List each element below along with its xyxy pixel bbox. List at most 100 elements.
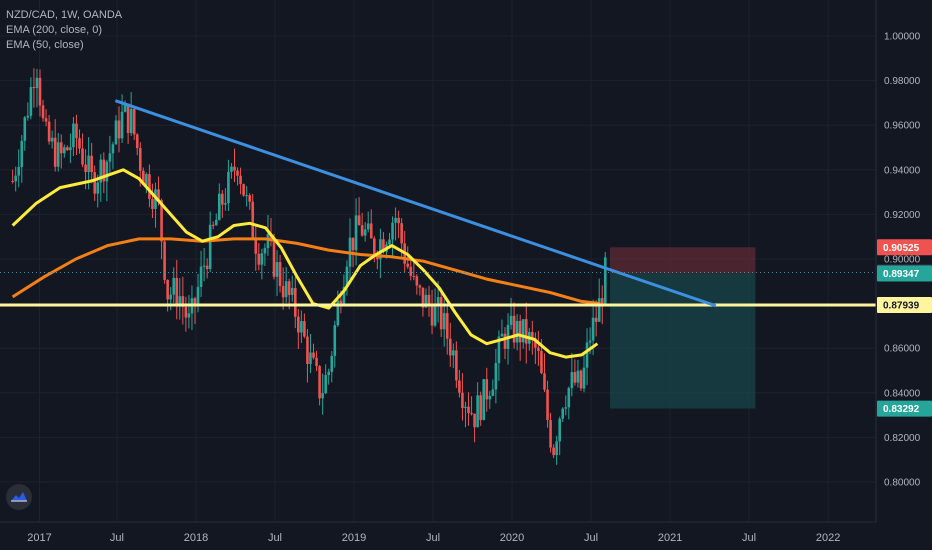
candle-body (585, 342, 589, 368)
candle-body (476, 395, 479, 428)
candle-body (178, 296, 182, 306)
candle-body (418, 285, 422, 288)
candle-body (257, 253, 261, 265)
candle-body (290, 287, 294, 295)
candle-body (272, 238, 276, 277)
candle-body (50, 137, 54, 142)
x-tick-label: 2022 (816, 532, 840, 544)
x-tick-label: 2020 (500, 532, 524, 544)
x-tick-label: Jul (426, 532, 440, 544)
candle-body (415, 276, 419, 286)
y-tick-label: 1.00000 (884, 32, 921, 43)
candle-body (199, 266, 203, 287)
candle-body (224, 203, 227, 205)
svg-text:0.83292: 0.83292 (883, 404, 920, 415)
candle-body (275, 262, 279, 277)
candle-body (175, 277, 179, 306)
candle-body (482, 379, 486, 420)
candle-body (157, 189, 160, 201)
candle-body (99, 159, 103, 183)
x-tick-label: 2018 (184, 532, 208, 544)
chart-legend: NZD/CAD, 1W, OANDA EMA (200, close, 0) E… (6, 8, 122, 53)
ema200-legend[interactable]: EMA (200, close, 0) (6, 24, 102, 36)
candle-body (32, 87, 36, 89)
y-tick-label: 0.80000 (884, 478, 921, 489)
candle-body (63, 147, 66, 154)
candle-body (248, 195, 251, 202)
candle-body (151, 198, 154, 209)
candle-body (129, 108, 133, 134)
candle-body (66, 147, 69, 151)
x-tick-label: 2021 (658, 532, 682, 544)
candle-body (303, 321, 306, 337)
candle-body (208, 224, 212, 269)
candle-body (373, 238, 376, 256)
candle-body (570, 372, 574, 389)
candle-body (412, 275, 416, 277)
y-tick-label: 0.82000 (884, 433, 921, 444)
candle-body (524, 319, 528, 344)
candle-body (218, 193, 221, 220)
candle-body (138, 148, 142, 171)
candle-body (193, 298, 197, 305)
tradingview-logo-icon[interactable] (6, 484, 32, 510)
candle-body (120, 111, 124, 139)
candle-body (521, 319, 525, 343)
candle-body (436, 297, 440, 304)
candle-body (87, 155, 90, 172)
candle-body (549, 420, 552, 448)
candle-body (166, 279, 169, 300)
candle-body (531, 332, 534, 339)
candle-body (512, 315, 516, 343)
candle-body (230, 166, 233, 172)
x-tick-label: Jul (584, 532, 598, 544)
svg-text:0.89347: 0.89347 (883, 269, 920, 280)
candle-body (582, 367, 586, 389)
candle-body (260, 253, 264, 265)
candle-body (461, 392, 464, 409)
candle-body (38, 77, 42, 106)
price-tag: 0.90525 (877, 239, 932, 256)
candle-body (233, 166, 236, 171)
candle-body (20, 140, 24, 168)
candle-body (354, 215, 358, 251)
candle-body (458, 380, 461, 393)
candle-body (169, 294, 172, 300)
candle-body (430, 305, 434, 326)
candle-body (388, 239, 391, 245)
candle-body (263, 248, 267, 254)
candle-body (427, 294, 431, 306)
candle-body (81, 148, 84, 165)
candle-body (318, 366, 321, 399)
ema50-legend[interactable]: EMA (50, close) (6, 39, 84, 51)
candle-body (59, 142, 63, 154)
candle-body (56, 142, 60, 167)
candle-body (29, 87, 33, 116)
candle-body (102, 159, 106, 182)
candle-body (47, 121, 51, 142)
candle-body (509, 315, 513, 325)
candle-body (111, 144, 115, 154)
candle-body (369, 223, 373, 239)
price-tag: 0.89347 (877, 265, 932, 282)
candle-body (558, 418, 561, 442)
candle-body (239, 175, 242, 185)
candle-body (23, 117, 27, 141)
candle-body (464, 406, 467, 409)
y-tick-label: 0.86000 (884, 344, 921, 355)
candle-body (485, 379, 489, 400)
candle-body (382, 239, 385, 252)
candle-body (163, 241, 166, 280)
candle-body (11, 180, 14, 182)
candle-body (242, 184, 245, 196)
candle-body (184, 306, 188, 318)
x-tick-label: Jul (742, 532, 756, 544)
symbol-title[interactable]: NZD/CAD, 1W, OANDA (6, 9, 123, 21)
candle-body (312, 352, 315, 358)
candle-body (330, 355, 334, 372)
candle-body (473, 413, 476, 428)
candle-body (221, 193, 224, 205)
candle-body (196, 286, 200, 305)
candle-body (126, 103, 130, 134)
